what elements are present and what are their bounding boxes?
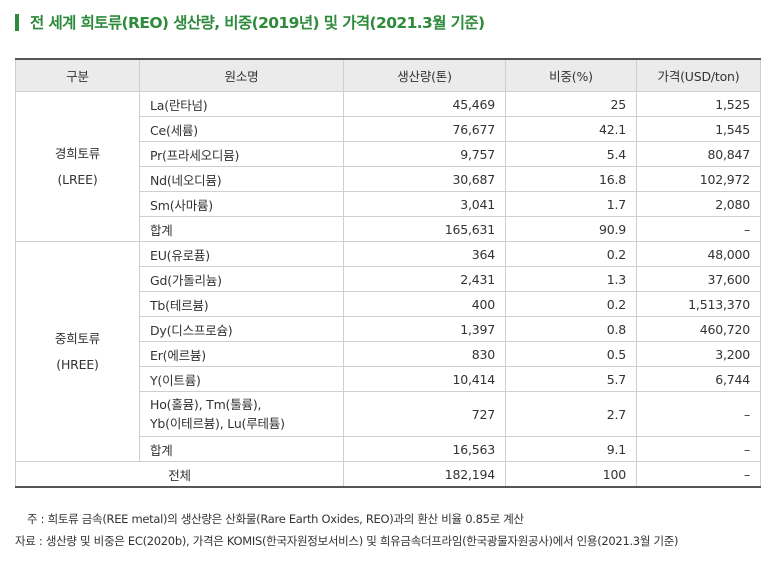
element-name: La(란타넘) — [139, 91, 344, 117]
element-name: Ho(홀뮴), Tm(툴륨), Yb(이테르븀), Lu(루테튬) — [139, 391, 344, 437]
table-row: Dy(디스프로슘) 1,397 0.8 460,720 — [16, 316, 761, 342]
share-cell: 90.9 — [505, 216, 637, 242]
price-cell: 2,080 — [636, 191, 761, 217]
production-cell: 9,757 — [343, 141, 506, 167]
table-row: Ce(세륨) 76,677 42.1 1,545 — [16, 116, 761, 142]
share-cell: 0.2 — [505, 241, 637, 267]
share-cell: 0.5 — [505, 341, 637, 367]
subtotal-label: 합계 — [139, 216, 344, 242]
price-cell: 3,200 — [636, 341, 761, 367]
share-cell: 5.7 — [505, 366, 637, 392]
price-cell: 37,600 — [636, 266, 761, 292]
share-cell: 1.7 — [505, 191, 637, 217]
header-element: 원소명 — [139, 58, 344, 92]
element-name: Er(에르븀) — [139, 341, 344, 367]
footnote-note: 주 : 희토류 금속(REE metal)의 생산량은 산화물(Rare Ear… — [27, 512, 524, 526]
subtotal-label: 합계 — [139, 436, 344, 462]
element-name: Sm(사마륨) — [139, 191, 344, 217]
price-cell: 1,545 — [636, 116, 761, 142]
share-cell: 0.2 — [505, 291, 637, 317]
hree-label-en: (HREE) — [56, 356, 99, 372]
hree-group-label: 중희토류 (HREE) — [15, 241, 140, 462]
element-name: Pr(프라세오디뮴) — [139, 141, 344, 167]
header-production: 생산량(톤) — [343, 58, 506, 92]
price-cell: 1,525 — [636, 91, 761, 117]
price-cell: 1,513,370 — [636, 291, 761, 317]
subtotal-row: 합계 165,631 90.9 – — [16, 216, 761, 242]
element-name: Ce(세륨) — [139, 116, 344, 142]
share-cell: 1.3 — [505, 266, 637, 292]
production-cell: 400 — [343, 291, 506, 317]
table-title: 전 세계 희토류(REO) 생산량, 비중(2019년) 및 가격(2021.3… — [15, 10, 485, 34]
price-cell: 460,720 — [636, 316, 761, 342]
header-category: 구분 — [15, 58, 140, 92]
share-cell: 16.8 — [505, 166, 637, 192]
production-cell: 165,631 — [343, 216, 506, 242]
table-row: 경희토류 (LREE) La(란타넘) 45,469 25 1,525 — [15, 91, 761, 242]
table-row: Y(이트륨) 10,414 5.7 6,744 — [16, 366, 761, 392]
production-cell: 830 — [343, 341, 506, 367]
share-cell: 2.7 — [505, 391, 637, 437]
share-cell: 0.8 — [505, 316, 637, 342]
total-label: 전체 — [15, 461, 344, 488]
hree-label: 중희토류 — [54, 330, 101, 346]
production-cell: 3,041 — [343, 191, 506, 217]
price-cell: – — [636, 216, 761, 242]
production-cell: 2,431 — [343, 266, 506, 292]
price-cell: 48,000 — [636, 241, 761, 267]
production-cell: 182,194 — [343, 461, 506, 488]
total-row: 전체 182,194 100 – — [15, 461, 761, 488]
element-name: Gd(가돌리늄) — [139, 266, 344, 292]
price-cell: 6,744 — [636, 366, 761, 392]
price-cell: – — [636, 436, 761, 462]
production-cell: 1,397 — [343, 316, 506, 342]
element-name: Nd(네오디뮴) — [139, 166, 344, 192]
production-cell: 30,687 — [343, 166, 506, 192]
production-cell: 76,677 — [343, 116, 506, 142]
header-share: 비중(%) — [505, 58, 637, 92]
element-name: Dy(디스프로슘) — [139, 316, 344, 342]
footnote-source: 자료 : 생산량 및 비중은 EC(2020b), 가격은 KOMIS(한국자원… — [15, 534, 679, 548]
element-name-line2: Yb(이테르븀), Lu(루테튬) — [150, 416, 285, 431]
share-cell: 5.4 — [505, 141, 637, 167]
element-name: EU(유로퓸) — [139, 241, 344, 267]
lree-label-en: (LREE) — [57, 171, 98, 187]
share-cell: 100 — [505, 461, 637, 488]
production-cell: 364 — [343, 241, 506, 267]
production-cell: 10,414 — [343, 366, 506, 392]
table-row: Sm(사마륨) 3,041 1.7 2,080 — [16, 191, 761, 217]
price-cell: – — [636, 391, 761, 437]
price-cell: 80,847 — [636, 141, 761, 167]
production-cell: 16,563 — [343, 436, 506, 462]
ree-table: 구분 원소명 생산량(톤) 비중(%) 가격(USD/ton) 경희토류 (LRE… — [15, 58, 761, 488]
title-accent-bar — [15, 13, 19, 31]
share-cell: 9.1 — [505, 436, 637, 462]
production-cell: 727 — [343, 391, 506, 437]
production-cell: 45,469 — [343, 91, 506, 117]
price-cell: – — [636, 461, 761, 488]
element-name-line1: Ho(홀뮴), Tm(툴륨), — [150, 397, 262, 412]
lree-group-label: 경희토류 (LREE) — [15, 91, 140, 242]
element-name: Y(이트륨) — [139, 366, 344, 392]
table-row: Pr(프라세오디뮴) 9,757 5.4 80,847 — [16, 141, 761, 167]
share-cell: 25 — [505, 91, 637, 117]
footnotes: 주 : 희토류 금속(REE metal)의 생산량은 산화물(Rare Ear… — [15, 508, 679, 552]
table-row: Nd(네오디뮴) 30,687 16.8 102,972 — [16, 166, 761, 192]
header-price: 가격(USD/ton) — [636, 58, 761, 92]
element-name: Tb(테르븀) — [139, 291, 344, 317]
share-cell: 42.1 — [505, 116, 637, 142]
price-cell: 102,972 — [636, 166, 761, 192]
lree-label: 경희토류 — [54, 145, 101, 161]
subtotal-row: 합계 16,563 9.1 – — [16, 436, 761, 462]
title-text: 전 세계 희토류(REO) 생산량, 비중(2019년) 및 가격(2021.3… — [30, 14, 485, 32]
header-row: 구분 원소명 생산량(톤) 비중(%) 가격(USD/ton) — [15, 58, 761, 92]
table-row: 중희토류 (HREE) EU(유로퓸) 364 0.2 48,000 — [15, 241, 761, 462]
